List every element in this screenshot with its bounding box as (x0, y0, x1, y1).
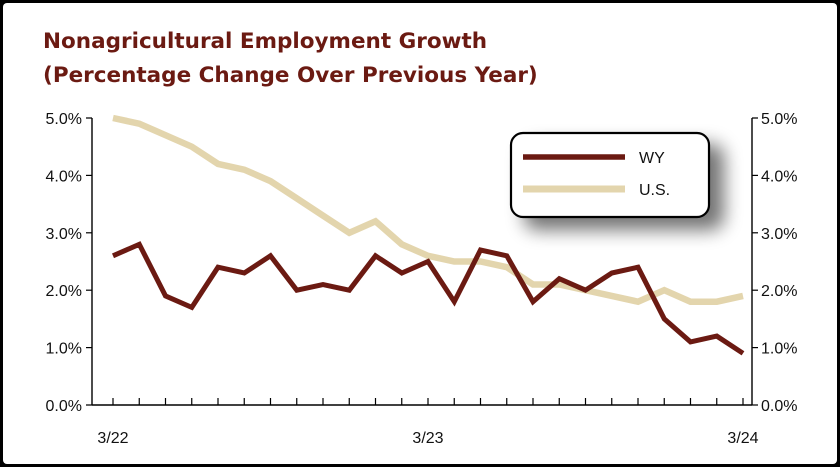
chart-frame: Nonagricultural Employment Growth (Perce… (3, 3, 837, 464)
line-chart: 0.0% 0.0% 1.0% 1.0% 2.0% 2.0% 3.0% 3.0% 4.0% 4.0%… (46, 111, 798, 447)
y-tick-label-right: 2.0% (761, 283, 797, 300)
x-tick-label: 3/22 (97, 430, 128, 447)
y-tick-label-left: 5.0% (46, 111, 82, 128)
legend: WY U.S. (509, 131, 711, 219)
series-line-wy (111, 241, 745, 356)
y-tick-label-left: 3.0% (46, 226, 82, 243)
legend-box (509, 131, 711, 219)
y-tick-label-right: 4.0% (761, 168, 797, 185)
y-tick-label-left: 2.0% (46, 283, 82, 300)
chart-title: Nonagricultural Employment Growth (43, 29, 488, 54)
series-line-u-s (112, 114, 744, 306)
y-tick-label-right: 5.0% (761, 111, 797, 128)
x-tick-label: 3/24 (727, 430, 758, 447)
y-tick-label-right: 3.0% (761, 226, 797, 243)
legend-label-wy: WY (639, 150, 665, 167)
y-tick-label-left: 1.0% (46, 341, 82, 358)
chart-subtitle: (Percentage Change Over Previous Year) (43, 63, 538, 88)
axes: 0.0% 0.0% 1.0% 1.0% 2.0% 2.0% 3.0% 3.0% 4.0% 4.0%… (46, 111, 798, 447)
x-tick-label: 3/23 (412, 430, 443, 447)
y-tick-label-right: 1.0% (761, 341, 797, 358)
legend-label-u-s: U.S. (639, 182, 670, 199)
y-tick-label-left: 4.0% (46, 168, 82, 185)
series-layer (111, 114, 745, 356)
chart-title-block: Nonagricultural Employment Growth (Perce… (43, 25, 538, 93)
y-tick-label-left: 0.0% (46, 398, 82, 415)
y-tick-label-right: 0.0% (761, 398, 797, 415)
